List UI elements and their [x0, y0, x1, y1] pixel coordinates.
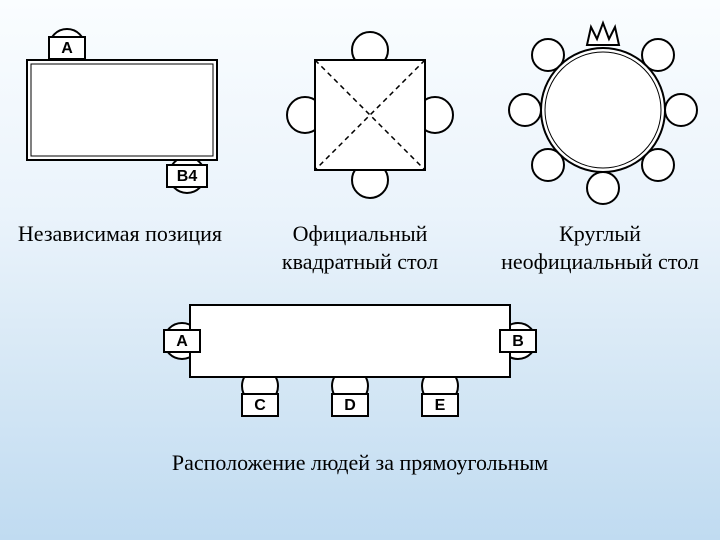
captions-row: Независимая позиция Официальный квадратн… [0, 220, 720, 275]
rectangular-table-svg: A B C D E [140, 280, 580, 435]
label-rect-e: E [435, 397, 446, 414]
round-table-svg [503, 15, 703, 210]
label-rect-a: A [176, 333, 188, 350]
figure-round [503, 15, 703, 210]
label-rect-d: D [344, 397, 356, 414]
caption-square: Официальный квадратный стол [250, 220, 470, 275]
caption-rectangular: Расположение людей за прямоугольным [0, 450, 720, 476]
figure-square [270, 15, 470, 210]
figure-rectangular: A B C D E [0, 280, 720, 435]
square-table-svg [270, 15, 470, 210]
label-rect-c: C [254, 397, 266, 414]
independent-table-svg: A B4 [17, 15, 237, 210]
label-a: A [61, 40, 73, 57]
top-figures-row: A B4 [0, 0, 720, 210]
label-rect-b: B [512, 333, 524, 350]
figure-independent: A B4 [17, 15, 237, 210]
crown-icon [587, 23, 619, 45]
caption-independent: Независимая позиция [10, 220, 230, 275]
caption-round: Круглый неофициальный стол [490, 220, 710, 275]
label-b: B4 [176, 168, 197, 185]
